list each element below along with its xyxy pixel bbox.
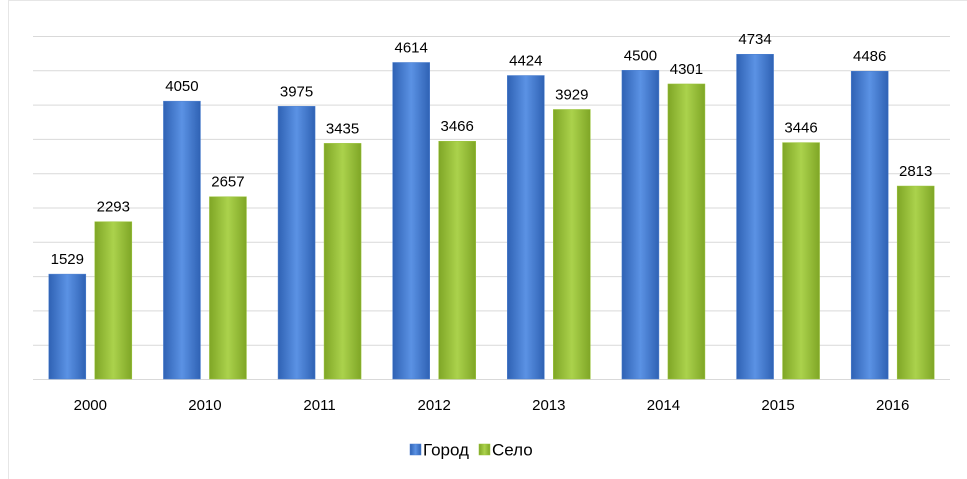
bar [277,106,316,380]
legend-swatch [409,443,422,456]
x-tick-label: 2016 [876,397,909,414]
data-label: 4486 [853,48,886,65]
data-label: 4050 [165,78,198,95]
data-label: 3929 [555,86,588,103]
bar [438,140,476,380]
bar [782,142,820,380]
bar [850,71,889,380]
data-label: 4500 [624,47,657,64]
x-tick-label: 2015 [761,397,794,414]
bar [392,62,430,380]
legend-label: Город [423,440,469,459]
bar [621,70,660,380]
x-tick-label: 2000 [74,397,107,414]
bar [667,83,706,380]
data-label: 3446 [784,120,817,137]
data-label: 3466 [441,118,474,135]
data-label: 4614 [395,39,428,56]
bar [736,53,774,380]
data-label: 4734 [738,31,771,48]
bar [163,100,201,380]
bar [323,143,362,380]
data-label: 3975 [280,83,313,100]
bar [553,109,591,380]
legend-swatch [478,443,491,456]
x-tick-label: 2012 [418,397,451,414]
x-tick-label: 2013 [532,397,565,414]
bar [507,75,545,380]
bar [896,185,935,380]
x-tick-label: 2011 [303,397,335,414]
data-label: 4424 [509,52,542,69]
x-tick-label: 2010 [188,397,221,414]
legend-label: Село [492,440,533,459]
bar [48,273,87,380]
data-label: 2293 [97,199,130,216]
frame [8,0,967,479]
data-label: 4301 [670,61,703,78]
data-label: 1529 [51,251,84,268]
data-label: 2813 [899,163,932,180]
bar [209,196,247,380]
data-label: 2657 [211,174,244,191]
x-tick-label: 2014 [647,397,680,414]
bar [94,221,133,380]
data-label: 3435 [326,120,359,137]
